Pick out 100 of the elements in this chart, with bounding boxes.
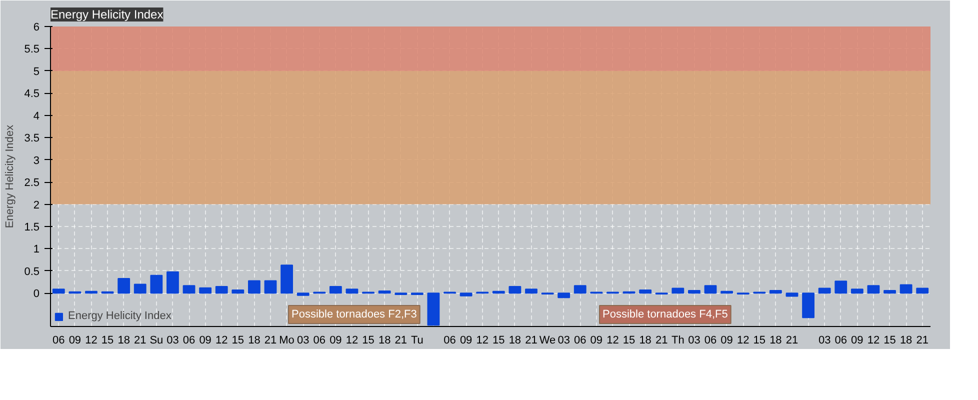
- x-tick-label: 03: [166, 334, 179, 346]
- x-tick-label: 06: [834, 334, 848, 346]
- y-tick-label: 2.5: [24, 177, 40, 190]
- y-tick-label: 4.5: [24, 88, 40, 100]
- x-tick-label: 12: [606, 334, 619, 346]
- x-tick-label: 12: [85, 334, 98, 346]
- x-tick-label: We: [539, 334, 556, 346]
- y-tick-label: 2: [33, 199, 40, 212]
- x-tick-label: 09: [851, 334, 864, 346]
- bar: [818, 288, 831, 294]
- x-tick-label: Th: [671, 334, 684, 346]
- x-tick-label: 15: [362, 334, 374, 346]
- x-tick-label: 15: [622, 334, 636, 346]
- x-tick-label: 09: [460, 334, 472, 346]
- bar: [264, 280, 277, 294]
- x-tick-label: 09: [330, 334, 342, 346]
- bar: [166, 271, 179, 294]
- x-tick-label: 15: [492, 334, 505, 346]
- bar: [296, 292, 310, 296]
- x-tick-label: 03: [688, 334, 700, 346]
- bar: [346, 288, 358, 294]
- x-tick-label: 06: [574, 334, 586, 346]
- bar: [704, 285, 717, 294]
- x-tick-label: 12: [215, 334, 228, 346]
- bar: [134, 284, 146, 294]
- y-tick-label: 3: [33, 154, 40, 167]
- bar: [508, 286, 522, 294]
- bar: [248, 280, 260, 294]
- bar: [199, 287, 212, 294]
- bar: [378, 290, 391, 294]
- bar: [280, 264, 293, 294]
- y-tick-label: 1: [33, 244, 40, 256]
- x-tick-label: Su: [150, 334, 164, 346]
- bar: [834, 280, 848, 294]
- y-tick-label: 3.5: [24, 132, 40, 145]
- bar: [52, 288, 65, 294]
- bar: [329, 286, 342, 294]
- bar: [574, 285, 586, 294]
- x-tick-label: 21: [394, 334, 408, 346]
- bar: [118, 278, 130, 294]
- x-tick-label: 21: [134, 334, 146, 346]
- x-tick-label: 09: [720, 334, 733, 346]
- x-tick-label: 21: [264, 334, 277, 346]
- x-tick-label: 03: [558, 334, 570, 346]
- chart-title: Energy Helicity Index: [50, 8, 164, 22]
- x-tick-label: 06: [444, 334, 456, 346]
- x-tick-label: 18: [508, 334, 522, 346]
- x-tick-label: 03: [818, 334, 831, 346]
- y-tick-label: 0.5: [24, 266, 40, 278]
- x-tick-label: 21: [655, 334, 668, 346]
- bar: [769, 290, 782, 294]
- legend-label: Energy Helicity Index: [68, 310, 172, 322]
- bar: [525, 288, 538, 294]
- x-tick-label: 15: [753, 334, 766, 346]
- y-tick-label: 5: [33, 66, 40, 78]
- x-tick-label: 06: [704, 334, 717, 346]
- bar: [558, 292, 570, 298]
- x-tick-label: 12: [736, 334, 750, 346]
- x-tick-label: 12: [476, 334, 488, 346]
- y-tick-label: 5.5: [24, 44, 40, 56]
- x-tick-label: 09: [199, 334, 212, 346]
- bar: [850, 288, 864, 294]
- y-tick-label: 0: [33, 288, 40, 300]
- bar: [427, 292, 440, 326]
- x-tick-label: 12: [346, 334, 358, 346]
- x-tick-label: 09: [590, 334, 603, 346]
- bar: [916, 288, 929, 294]
- bar: [460, 292, 472, 296]
- x-tick-label: 18: [118, 334, 130, 346]
- x-tick-label: 21: [916, 334, 928, 346]
- x-tick-label: 18: [378, 334, 391, 346]
- x-tick-label: 18: [248, 334, 260, 346]
- bar: [867, 285, 880, 294]
- bar: [884, 290, 896, 294]
- x-tick-label: 18: [770, 334, 782, 346]
- bar: [639, 290, 652, 294]
- x-tick-label: 06: [313, 334, 326, 346]
- x-tick-label: 15: [101, 334, 114, 346]
- x-tick-label: 12: [867, 334, 880, 346]
- x-tick-label: 09: [68, 334, 82, 346]
- x-tick-label: Tu: [410, 334, 424, 346]
- bar: [786, 292, 798, 297]
- y-tick-label: 1.5: [24, 222, 40, 234]
- x-tick-label: Mo: [279, 334, 294, 346]
- y-axis-title: Energy Helicity Index: [4, 124, 16, 228]
- y-tick-label: 6: [33, 22, 40, 34]
- x-tick-label: 21: [786, 334, 798, 346]
- bar: [900, 284, 912, 294]
- x-tick-label: 03: [296, 334, 310, 346]
- annotation: Possible tornadoes F4,F5: [602, 308, 728, 320]
- bar: [688, 290, 700, 294]
- bar: [150, 274, 163, 294]
- x-tick-label: 15: [232, 334, 244, 346]
- x-tick-label: 21: [525, 334, 538, 346]
- bar: [215, 286, 228, 294]
- x-tick-label: 15: [884, 334, 896, 346]
- bar: [182, 285, 196, 294]
- bar: [672, 288, 684, 294]
- annotation: Possible tornadoes F2,F3: [292, 308, 417, 320]
- x-tick-label: 06: [182, 334, 196, 346]
